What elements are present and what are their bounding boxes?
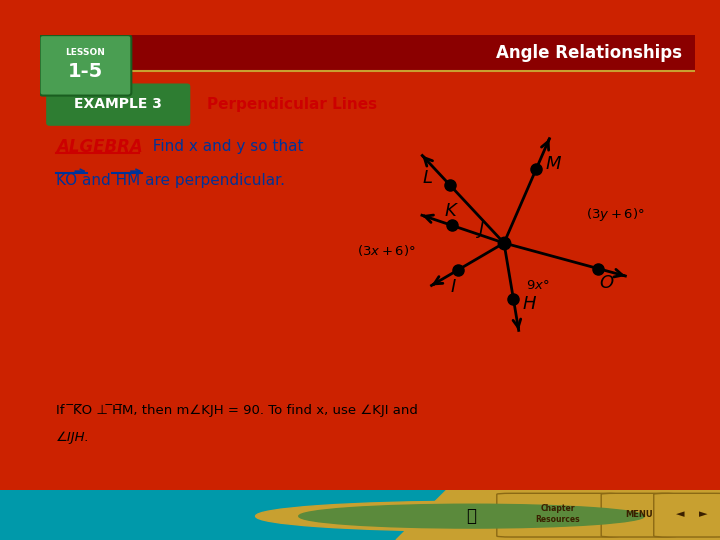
Text: If  ̅K̅O ⊥ ̅H̅M, then m∠KJH = 90. To find x, use ∠KJI and: If ̅K̅O ⊥ ̅H̅M, then m∠KJH = 90. To find… [56,403,418,416]
Text: $(3x + 6)°$: $(3x + 6)°$ [357,242,415,258]
Text: ALGEBRA: ALGEBRA [56,138,143,156]
Text: I: I [450,278,456,296]
Polygon shape [396,490,720,540]
Text: L: L [423,168,433,186]
Text: M: M [545,155,561,173]
Bar [40,35,695,71]
Text: 1-5: 1-5 [68,62,103,81]
FancyBboxPatch shape [46,84,190,126]
Text: LESSON: LESSON [66,48,105,57]
Text: ∠IJH.: ∠IJH. [56,431,90,444]
Text: J: J [480,220,485,238]
Text: K: K [444,202,456,220]
Circle shape [299,504,644,528]
Text: EXAMPLE 3: EXAMPLE 3 [74,97,162,111]
Text: $(3y + 6)°$: $(3y + 6)°$ [585,206,644,223]
Text: Perpendicular Lines: Perpendicular Lines [207,97,377,112]
FancyBboxPatch shape [654,494,720,537]
Text: Angle Relationships: Angle Relationships [495,44,682,62]
Circle shape [256,501,688,531]
Text: $9x°$: $9x°$ [526,279,550,292]
Text: ►: ► [698,509,707,519]
Text: Find x and y so that: Find x and y so that [143,139,304,154]
Text: ◄: ◄ [676,509,685,519]
FancyBboxPatch shape [601,494,677,537]
Text: KO and HM are perpendicular.: KO and HM are perpendicular. [56,173,285,188]
FancyBboxPatch shape [40,35,131,96]
Text: O: O [599,274,613,292]
Text: Chapter
Resources: Chapter Resources [536,504,580,524]
Text: H: H [522,295,536,313]
Text: MENU: MENU [626,510,653,518]
Text: 🌐: 🌐 [467,507,477,525]
FancyBboxPatch shape [497,494,619,537]
